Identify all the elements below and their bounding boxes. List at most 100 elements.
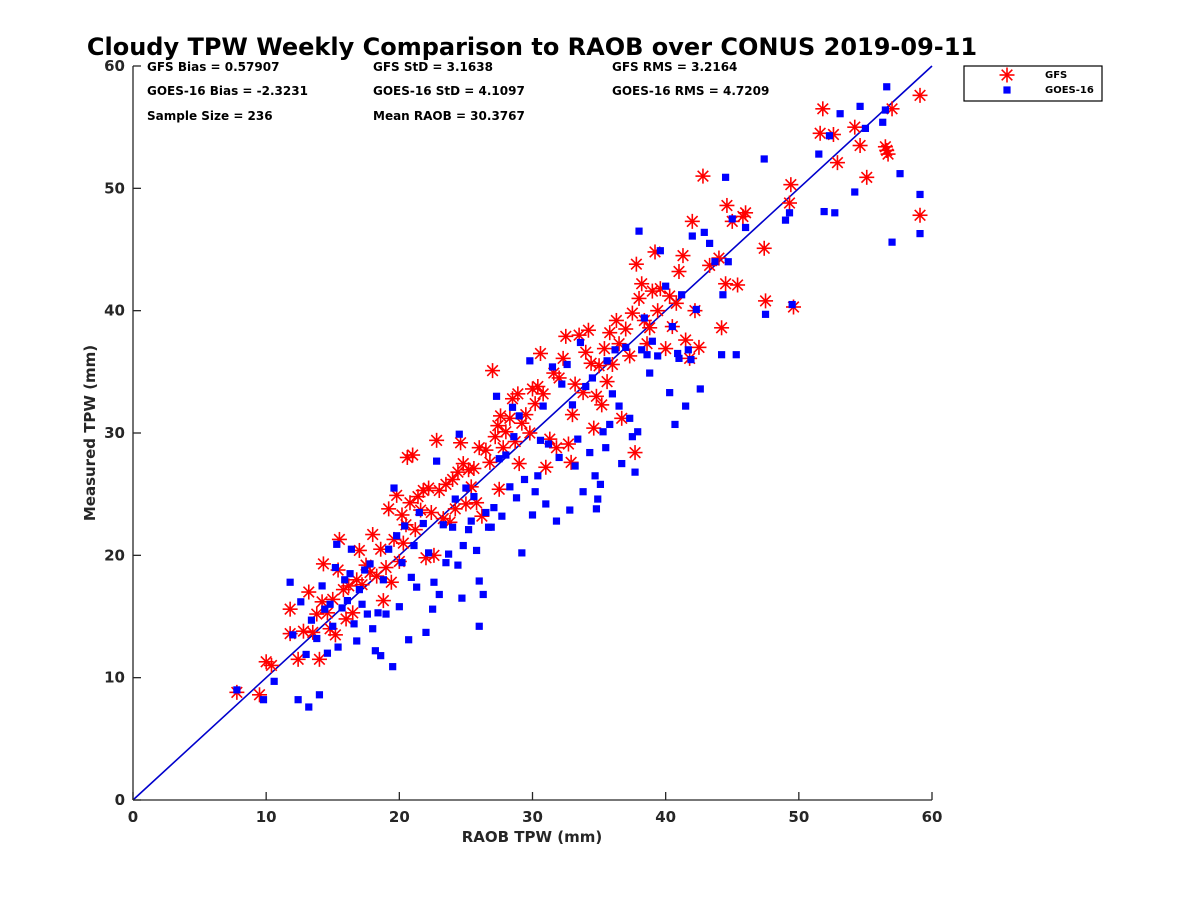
data-point-goes16 (502, 451, 510, 459)
data-point-goes16 (640, 314, 648, 322)
data-point-goes16 (638, 346, 646, 354)
data-point-goes16 (611, 346, 619, 354)
data-point-gfs (445, 471, 461, 487)
data-point-gfs (634, 276, 650, 292)
data-point-gfs (458, 496, 474, 512)
data-point-goes16 (582, 382, 590, 391)
legend-goes16-label: GOES-16 (1045, 85, 1094, 96)
data-point-goes16 (717, 351, 726, 359)
data-point-goes16 (788, 300, 796, 309)
data-point-goes16 (555, 453, 563, 462)
data-point-goes16 (472, 546, 481, 555)
data-point-goes16 (634, 428, 642, 436)
data-point-goes16 (879, 118, 887, 126)
data-point-goes16 (700, 228, 708, 236)
data-point-goes16 (696, 385, 704, 393)
data-point-gfs (588, 388, 604, 404)
data-point-goes16 (353, 637, 361, 645)
data-point-goes16 (576, 338, 585, 347)
data-point-goes16 (896, 170, 904, 178)
data-point-goes16 (820, 207, 828, 216)
data-point-goes16 (395, 603, 403, 611)
data-point-gfs (532, 345, 548, 361)
data-point-goes16 (363, 610, 371, 618)
data-point-goes16 (542, 500, 550, 508)
data-point-gfs (880, 146, 896, 162)
data-point-gfs (375, 593, 391, 609)
data-point-goes16 (467, 517, 475, 525)
data-point-goes16 (536, 436, 545, 444)
data-point-goes16 (648, 337, 656, 345)
data-point-gfs (642, 320, 658, 336)
data-point-goes16 (674, 349, 682, 358)
data-point-goes16 (603, 357, 611, 365)
data-point-gfs (691, 339, 707, 355)
data-point-goes16 (455, 430, 463, 438)
data-point-gfs (758, 293, 774, 309)
data-point-gfs (650, 303, 666, 319)
data-point-goes16 (407, 573, 415, 581)
data-point-gfs (586, 420, 602, 436)
data-point-goes16 (728, 215, 736, 223)
data-point-goes16 (510, 433, 518, 441)
data-point-goes16 (761, 310, 770, 318)
data-point-goes16 (528, 511, 537, 519)
data-point-gfs (421, 480, 437, 496)
data-point-goes16 (558, 380, 566, 388)
data-point-goes16 (916, 229, 924, 238)
data-point-goes16 (631, 468, 639, 476)
data-point-goes16 (599, 428, 607, 436)
data-point-goes16 (544, 440, 553, 448)
data-point-goes16 (371, 647, 379, 655)
data-point-goes16 (615, 402, 623, 410)
data-point-gfs (485, 363, 501, 379)
data-point-goes16 (442, 559, 450, 567)
data-point-gfs (608, 312, 624, 328)
data-point-gfs (423, 505, 439, 521)
data-point-gfs (852, 138, 868, 154)
data-point-goes16 (662, 282, 670, 290)
data-point-gfs (471, 440, 487, 456)
data-point-goes16 (321, 605, 329, 613)
data-point-goes16 (515, 412, 523, 420)
data-point-goes16 (369, 625, 377, 633)
data-point-goes16 (574, 435, 582, 443)
data-point-gfs (815, 101, 831, 117)
data-point-gfs (684, 213, 700, 229)
data-point-goes16 (410, 541, 418, 550)
data-point-gfs (594, 397, 610, 413)
plot-area: 0 10 20 30 40 50 60 0 10 20 30 40 50 60 (104, 57, 942, 826)
data-point-goes16 (534, 472, 542, 480)
data-point-gfs (407, 522, 423, 538)
data-point-goes16 (358, 600, 366, 608)
data-point-goes16 (506, 483, 514, 491)
data-point-gfs (309, 606, 325, 622)
data-point-goes16 (429, 605, 437, 613)
x-tick-label: 30 (522, 808, 543, 826)
data-point-goes16 (508, 403, 517, 411)
stat-goes-std: GOES-16 StD = 4.1097 (373, 84, 525, 98)
data-point-goes16 (492, 392, 501, 400)
data-point-gfs (884, 101, 900, 117)
data-point-goes16 (475, 622, 483, 630)
y-tick-label: 50 (104, 179, 125, 197)
data-point-goes16 (487, 523, 495, 531)
data-point-gfs (345, 605, 361, 621)
data-point-gfs (756, 240, 772, 256)
data-point-gfs (381, 501, 397, 517)
data-point-gfs (596, 341, 612, 357)
data-point-goes16 (594, 495, 602, 503)
y-tick-label: 40 (104, 302, 125, 320)
stat-goes-bias: GOES-16 Bias = -2.3231 (147, 84, 308, 98)
data-point-goes16 (916, 190, 924, 199)
data-point-goes16 (883, 83, 891, 91)
data-point-goes16 (596, 480, 605, 488)
data-point-goes16 (361, 566, 369, 574)
data-point-goes16 (646, 369, 654, 377)
data-point-goes16 (711, 258, 719, 266)
data-point-goes16 (347, 545, 355, 553)
data-point-goes16 (760, 155, 768, 163)
data-point-goes16 (719, 291, 727, 299)
data-point-goes16 (531, 488, 539, 496)
data-point-gfs (482, 454, 498, 470)
